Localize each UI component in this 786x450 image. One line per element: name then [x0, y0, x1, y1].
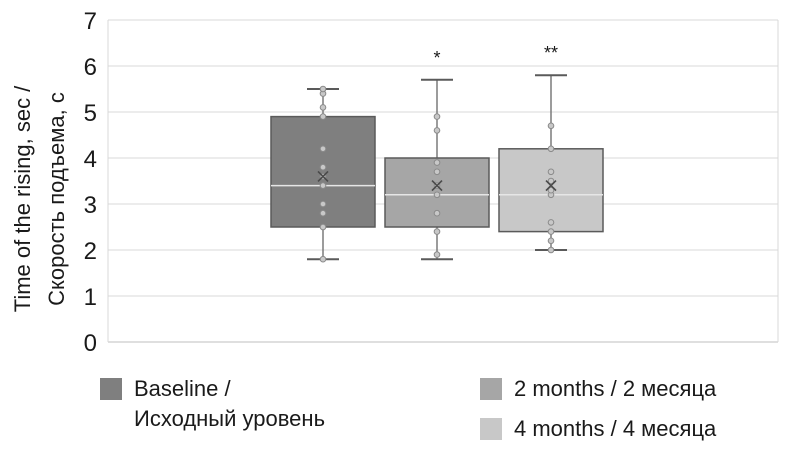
data-point [547, 228, 555, 235]
mean-marker [545, 180, 557, 192]
data-point [433, 191, 441, 199]
data-point [433, 113, 441, 120]
data-point [547, 122, 555, 130]
data-point [319, 113, 327, 120]
y-tick-label: 3 [84, 192, 97, 219]
data-point [433, 251, 441, 258]
data-point [433, 209, 441, 217]
data-point [433, 127, 441, 134]
y-tick-label: 1 [84, 284, 97, 311]
y-axis-label: Time of the rising, sec / Скорость подъем… [10, 85, 69, 312]
mean-marker [317, 170, 329, 182]
data-point [433, 228, 441, 235]
y-tick-label: 5 [84, 100, 97, 127]
mean-marker [431, 180, 443, 192]
y-tick-label: 7 [84, 8, 97, 35]
data-point [547, 186, 555, 194]
legend-item-4-months: 4 months / 4 месяца [480, 414, 716, 444]
data-point [319, 182, 327, 189]
data-point [319, 255, 327, 263]
legend-label-2-months: 2 months / 2 месяца [514, 376, 717, 401]
y-tick-label: 4 [84, 146, 97, 173]
legend-label-baseline: Baseline / Исходный уровень [134, 376, 326, 431]
box-2: * [384, 48, 490, 261]
data-point [547, 177, 555, 185]
y-tick-label: 6 [84, 54, 97, 81]
data-point [319, 223, 327, 231]
data-point [547, 145, 555, 153]
box-1 [270, 85, 376, 263]
data-point [319, 85, 327, 93]
data-point [433, 168, 441, 176]
y-tick-label: 0 [84, 330, 97, 357]
legend-item-2-months: 2 months / 2 месяца [480, 374, 716, 404]
data-point [319, 163, 327, 171]
box-body [270, 115, 376, 228]
data-point [319, 200, 327, 208]
box-3: ** [498, 43, 604, 254]
data-point [547, 246, 555, 254]
y-axis-label-line: Скорость подъема, с [44, 92, 69, 306]
data-point [547, 168, 555, 176]
legend-item-baseline: Baseline / Исходный уровень [100, 374, 325, 434]
y-axis-ticks: 0 1 2 3 4 5 6 7 [84, 8, 97, 357]
legend-label-4-months: 4 months / 4 месяца [514, 416, 717, 441]
significance-annotation: * [433, 48, 440, 68]
legend-swatch-4-months [480, 418, 502, 440]
legend-swatch-2-months [480, 378, 502, 400]
data-point [319, 145, 327, 153]
legend-swatch-baseline [100, 378, 122, 400]
data-point [547, 237, 555, 245]
data-point [319, 209, 327, 217]
significance-annotation: ** [544, 43, 558, 63]
data-point [547, 219, 555, 226]
y-tick-label: 2 [84, 238, 97, 265]
boxes: * ** [270, 43, 604, 263]
data-point [433, 159, 441, 166]
data-point [319, 104, 327, 111]
y-axis-label-line: Time of the rising, sec / [10, 85, 35, 312]
